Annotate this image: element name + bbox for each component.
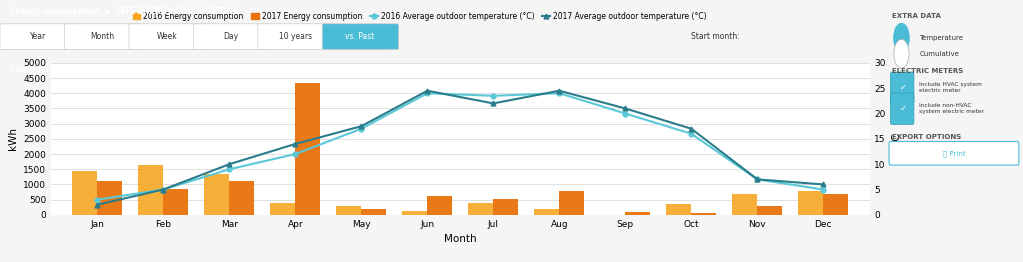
Text: vs. Past: vs. Past [346, 32, 374, 41]
Bar [73, 171, 97, 215]
FancyBboxPatch shape [193, 24, 270, 50]
Bar [428, 196, 452, 215]
Text: Month: Month [90, 32, 115, 41]
Text: 10 years: 10 years [279, 32, 312, 41]
Bar [757, 206, 783, 215]
Circle shape [894, 39, 909, 68]
FancyBboxPatch shape [890, 72, 914, 103]
Circle shape [894, 24, 909, 52]
Y-axis label: °C: °C [891, 133, 901, 145]
Bar [469, 203, 493, 215]
Text: EXPORT OPTIONS: EXPORT OPTIONS [892, 134, 961, 140]
Bar [732, 194, 757, 215]
Bar [534, 209, 560, 215]
Text: ELECTRIC METERS: ELECTRIC METERS [892, 68, 963, 74]
Bar [296, 83, 320, 215]
Bar [229, 181, 255, 215]
FancyBboxPatch shape [889, 141, 1019, 165]
Text: 🖨 Print: 🖨 Print [942, 150, 966, 157]
FancyBboxPatch shape [0, 24, 77, 50]
Bar [138, 165, 164, 215]
Text: Week: Week [157, 32, 177, 41]
Bar [560, 191, 584, 215]
Text: ✓: ✓ [899, 104, 906, 113]
Bar [493, 199, 519, 215]
Text: Energy management  ▶  SITE ENERGY CONSUMPTION: Energy management ▶ SITE ENERGY CONSUMPT… [10, 7, 239, 16]
Bar [361, 209, 387, 215]
FancyBboxPatch shape [322, 24, 399, 50]
Bar [402, 211, 428, 215]
Bar [97, 181, 123, 215]
Bar [270, 203, 296, 215]
Bar [625, 212, 651, 215]
X-axis label: Month: Month [444, 234, 477, 244]
Text: Cumulative: Cumulative [920, 51, 960, 57]
Text: Start month:: Start month: [691, 32, 740, 41]
Bar [337, 206, 361, 215]
FancyBboxPatch shape [129, 24, 206, 50]
Text: EXTRA DATA: EXTRA DATA [892, 13, 941, 19]
Bar [666, 204, 692, 215]
Text: Include non-HVAC
system electric meter: Include non-HVAC system electric meter [920, 103, 984, 114]
Bar [205, 174, 229, 215]
Text: Include HVAC system
electric meter: Include HVAC system electric meter [920, 82, 982, 93]
FancyBboxPatch shape [890, 93, 914, 124]
Text: Comparing year 2016 with 2017: Comparing year 2016 with 2017 [9, 65, 161, 74]
Bar [692, 213, 716, 215]
FancyBboxPatch shape [258, 24, 335, 50]
Bar [798, 190, 824, 215]
FancyBboxPatch shape [64, 24, 141, 50]
Text: Day: Day [224, 32, 238, 41]
Text: Year: Year [30, 32, 46, 41]
Bar [164, 189, 188, 215]
Bar [824, 194, 848, 215]
Legend: 2016 Energy consumption, 2017 Energy consumption, 2016 Average outdoor temperatu: 2016 Energy consumption, 2017 Energy con… [130, 9, 709, 24]
Text: ✓: ✓ [899, 83, 906, 92]
Text: Temperature: Temperature [920, 35, 964, 41]
Y-axis label: kWh: kWh [8, 127, 17, 150]
